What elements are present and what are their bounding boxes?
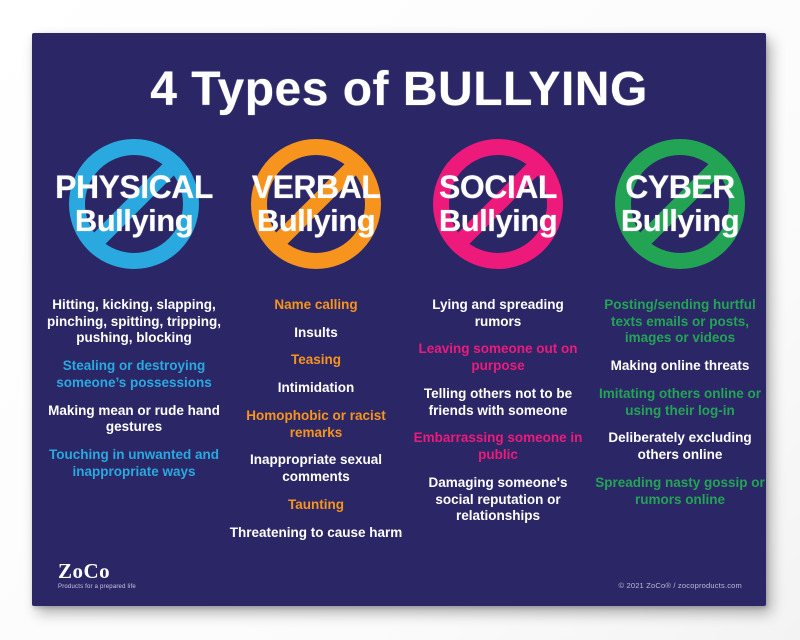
social-header: SOCIAL Bullying: [410, 133, 586, 279]
column-social: SOCIAL Bullying Lying and spreading rumors…: [410, 133, 586, 530]
columns-row: PHYSICAL Bullying Hitting, kicking, slappi…: [32, 133, 766, 546]
verbal-items: Name calling Insults Teasing Intimidation Ho…: [226, 291, 406, 546]
cyber-item-4: Spreading nasty gossip or rumors online: [595, 474, 765, 507]
poster-title: 4 Types of BULLYING: [150, 63, 648, 116]
cyber-item-2: Imitating others online or using their l…: [598, 385, 761, 418]
social-item-3: Embarrassing someone in public: [413, 430, 583, 463]
zoco-logo-text: ZoCo: [58, 559, 111, 583]
column-physical: PHYSICAL Bullying Hitting, kicking, slappi…: [46, 133, 222, 486]
cyber-item-3: Deliberately excluding others online: [608, 430, 752, 463]
column-verbal: VERBAL Bullying Name calling Insults Teasing…: [228, 133, 404, 546]
verbal-item-6: Taunting: [288, 496, 344, 512]
copyright-text: © 2021 ZoCo® / zocoproducts.com: [618, 581, 742, 590]
zoco-logo-tagline: Products for a prepared life: [58, 584, 136, 590]
physical-item-0: Hitting, kicking, slapping, pinching, sp…: [47, 296, 221, 346]
verbal-item-7: Threatening to cause harm: [229, 524, 403, 540]
social-item-4: Damaging someone's social reputation or …: [428, 474, 568, 524]
social-item-1: Leaving someone out on purpose: [418, 341, 578, 374]
zoco-logo: ZoCo Products for a prepared life: [58, 559, 136, 591]
verbal-item-4: Homophobic or racist remarks: [246, 407, 386, 440]
column-cyber: CYBER Bullying Posting/sending hurtful tex…: [592, 133, 766, 513]
physical-items: Hitting, kicking, slapping, pinching, sp…: [44, 291, 224, 486]
cyber-item-0: Posting/sending hurtful texts emails or …: [604, 296, 756, 346]
social-item-2: Telling others not to be friends with so…: [423, 385, 573, 418]
verbal-item-2: Teasing: [290, 352, 341, 368]
verbal-header: VERBAL Bullying: [228, 133, 404, 279]
cyber-header: CYBER Bullying: [592, 133, 766, 279]
poster-footer: ZoCo Products for a prepared life © 2021…: [58, 559, 742, 591]
cyber-no-symbol-icon: [615, 139, 745, 270]
cyber-item-1: Making online threats: [610, 358, 750, 374]
physical-no-symbol-icon: [69, 139, 199, 270]
physical-item-2: Making mean or rude hand gestures: [48, 402, 220, 435]
physical-item-3: Touching in unwanted and inappropriate w…: [49, 447, 219, 479]
social-item-0: Lying and spreading rumors: [432, 296, 564, 329]
cyber-items: Posting/sending hurtful texts emails or …: [590, 291, 766, 513]
bullying-poster: 4 Types of BULLYING PHYSICAL Bullying Hitt…: [32, 33, 766, 606]
physical-header: PHYSICAL Bullying: [46, 133, 222, 279]
physical-item-1: Stealing or destroying someone’s possess…: [56, 358, 212, 390]
social-items: Lying and spreading rumors Leaving someon…: [408, 291, 588, 530]
verbal-no-symbol-icon: [251, 139, 381, 270]
verbal-item-3: Intimidation: [277, 380, 355, 396]
verbal-item-1: Insults: [294, 324, 338, 340]
social-no-symbol-icon: [433, 139, 563, 270]
verbal-item-0: Name calling: [274, 296, 358, 312]
verbal-item-5: Inappropriate sexual comments: [249, 452, 383, 485]
